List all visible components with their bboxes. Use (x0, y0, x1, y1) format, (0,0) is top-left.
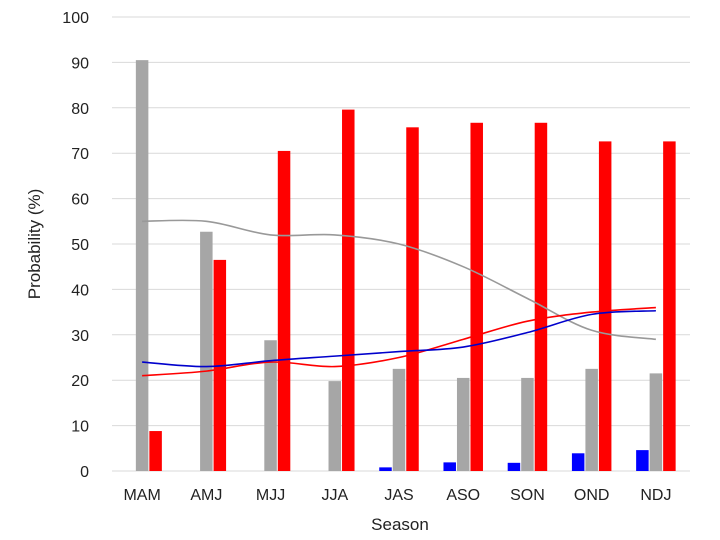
bar-s2-jas (406, 127, 419, 472)
bar-s1-ond (585, 368, 598, 471)
y-tick-label-90: 90 (71, 55, 89, 72)
bar-layer (135, 60, 676, 472)
bar-s0-ond (571, 453, 585, 471)
bar-s1-jas (392, 368, 406, 471)
y-tick-label-0: 0 (80, 464, 89, 481)
bar-s2-jja (342, 109, 355, 471)
y-tick-label-80: 80 (71, 101, 89, 118)
bar-s0-son (507, 462, 521, 471)
bar-s2-ndj (663, 141, 676, 471)
x-axis-title: Season (371, 515, 429, 534)
y-tick-label-20: 20 (71, 373, 89, 390)
x-tick-label-jja: JJA (321, 487, 348, 504)
bar-s1-aso (456, 377, 470, 471)
y-tick-label-100: 100 (62, 10, 89, 27)
x-tick-label-amj: AMJ (190, 487, 222, 504)
x-tick-label-son: SON (510, 487, 545, 504)
bar-s1-jja (328, 381, 342, 471)
bar-s1-son (521, 377, 534, 471)
y-tick-label-50: 50 (71, 237, 89, 254)
x-tick-label-mjj: MJJ (256, 487, 285, 504)
y-tick-label-70: 70 (71, 146, 89, 163)
bar-s1-ndj (649, 373, 663, 471)
x-tick-label-ond: OND (574, 487, 610, 504)
x-tick-label-ndj: NDJ (640, 487, 671, 504)
y-axis-title: Probability (%) (25, 189, 44, 300)
bar-s2-son (534, 122, 548, 472)
bar-s2-ond (598, 141, 612, 471)
trend-line-1 (142, 306, 656, 377)
trend-line-2 (142, 309, 656, 368)
bar-s2-mam (149, 431, 162, 471)
y-tick-label-40: 40 (71, 282, 89, 299)
x-tick-label-jas: JAS (384, 487, 413, 504)
bar-s1-mam (135, 60, 149, 471)
y-tick-label-30: 30 (71, 328, 89, 345)
bar-s1-amj (200, 231, 213, 471)
bar-s2-aso (470, 122, 483, 472)
bar-s0-aso (443, 462, 456, 471)
line-layer (142, 219, 657, 377)
trend-line-0 (142, 219, 657, 341)
x-tick-label-aso: ASO (446, 487, 480, 504)
x-tick-label-mam: MAM (123, 487, 160, 504)
bar-s0-ndj (636, 450, 649, 471)
bar-s2-mjj (277, 150, 291, 471)
bar-s1-mjj (264, 340, 277, 471)
bar-s0-jas (379, 467, 392, 471)
y-tick-label-60: 60 (71, 192, 89, 209)
axis-layer: 0 10 20 30 40 50 60 70 80 90 100 MAM AMJ MJJ JJA JAS ASO… (62, 10, 671, 504)
y-tick-label-10: 10 (71, 419, 89, 436)
